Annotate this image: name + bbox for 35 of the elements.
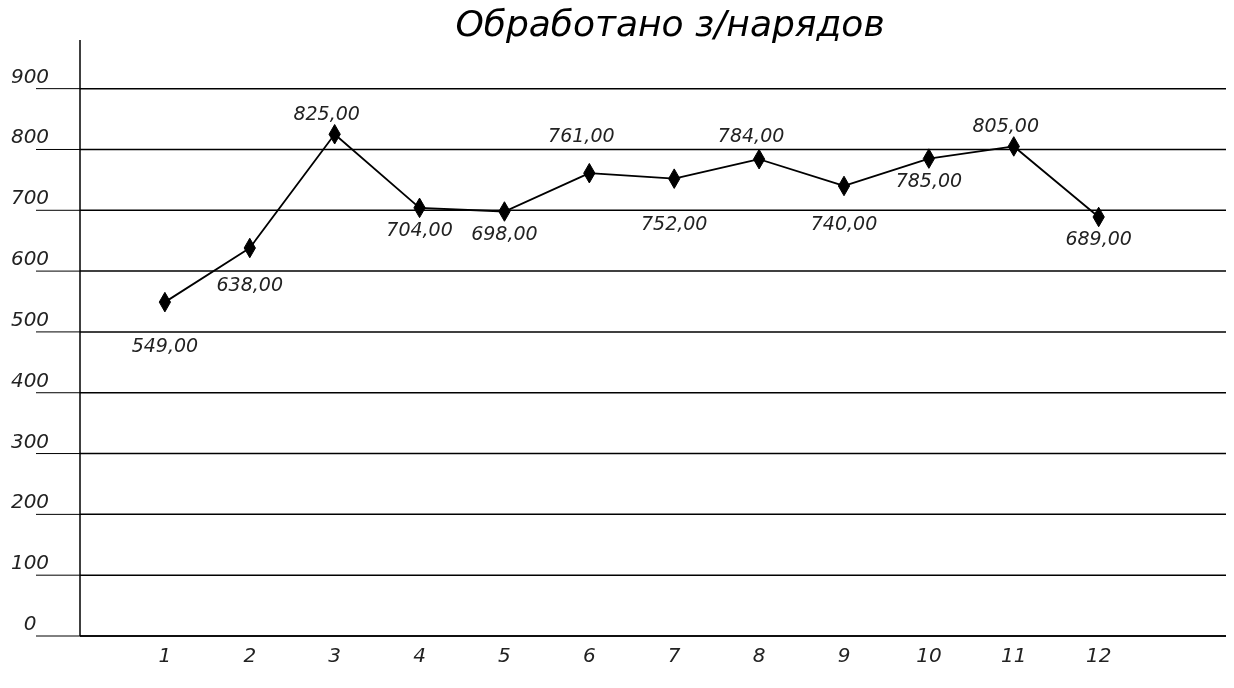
data-label: 752,00 bbox=[640, 212, 708, 235]
data-label: 549,00 bbox=[131, 333, 199, 356]
x-tick-label: 12 bbox=[1085, 643, 1112, 667]
x-tick-label: 5 bbox=[498, 643, 511, 667]
x-tick-label: 8 bbox=[752, 643, 766, 667]
x-tick-label: 2 bbox=[243, 643, 257, 667]
data-label: 638,00 bbox=[216, 273, 284, 296]
chart-title: Обработано з/нарядов bbox=[455, 3, 885, 44]
data-label: 740,00 bbox=[810, 212, 878, 235]
y-tick-label: 300 bbox=[10, 428, 50, 453]
data-label: 689,00 bbox=[1065, 226, 1132, 249]
x-tick-label: 7 bbox=[667, 643, 681, 667]
data-label: 761,00 bbox=[548, 124, 615, 147]
x-tick-label: 9 bbox=[837, 643, 851, 667]
y-tick-label: 500 bbox=[10, 306, 50, 331]
x-tick-label: 11 bbox=[1001, 643, 1027, 667]
data-label: 704,00 bbox=[386, 217, 453, 240]
y-tick-label: 100 bbox=[10, 550, 50, 575]
data-label: 698,00 bbox=[471, 221, 538, 244]
y-tick-label: 200 bbox=[10, 489, 50, 514]
x-tick-label: 6 bbox=[582, 643, 596, 667]
data-label: 784,00 bbox=[717, 124, 785, 147]
data-label: 805,00 bbox=[972, 114, 1040, 137]
x-tick-label: 4 bbox=[413, 643, 426, 667]
x-tick-label: 1 bbox=[158, 643, 172, 667]
x-tick-label: 10 bbox=[916, 643, 942, 667]
y-tick-label: 600 bbox=[10, 246, 50, 271]
y-tick-label: 400 bbox=[10, 367, 50, 392]
y-tick-label: 700 bbox=[10, 185, 50, 210]
x-tick-label: 3 bbox=[328, 643, 342, 667]
y-tick-label: 900 bbox=[10, 63, 50, 88]
data-label: 785,00 bbox=[895, 168, 963, 191]
y-tick-label: 800 bbox=[10, 124, 50, 149]
data-label: 825,00 bbox=[293, 102, 360, 125]
y-tick-label: 0 bbox=[23, 611, 37, 635]
